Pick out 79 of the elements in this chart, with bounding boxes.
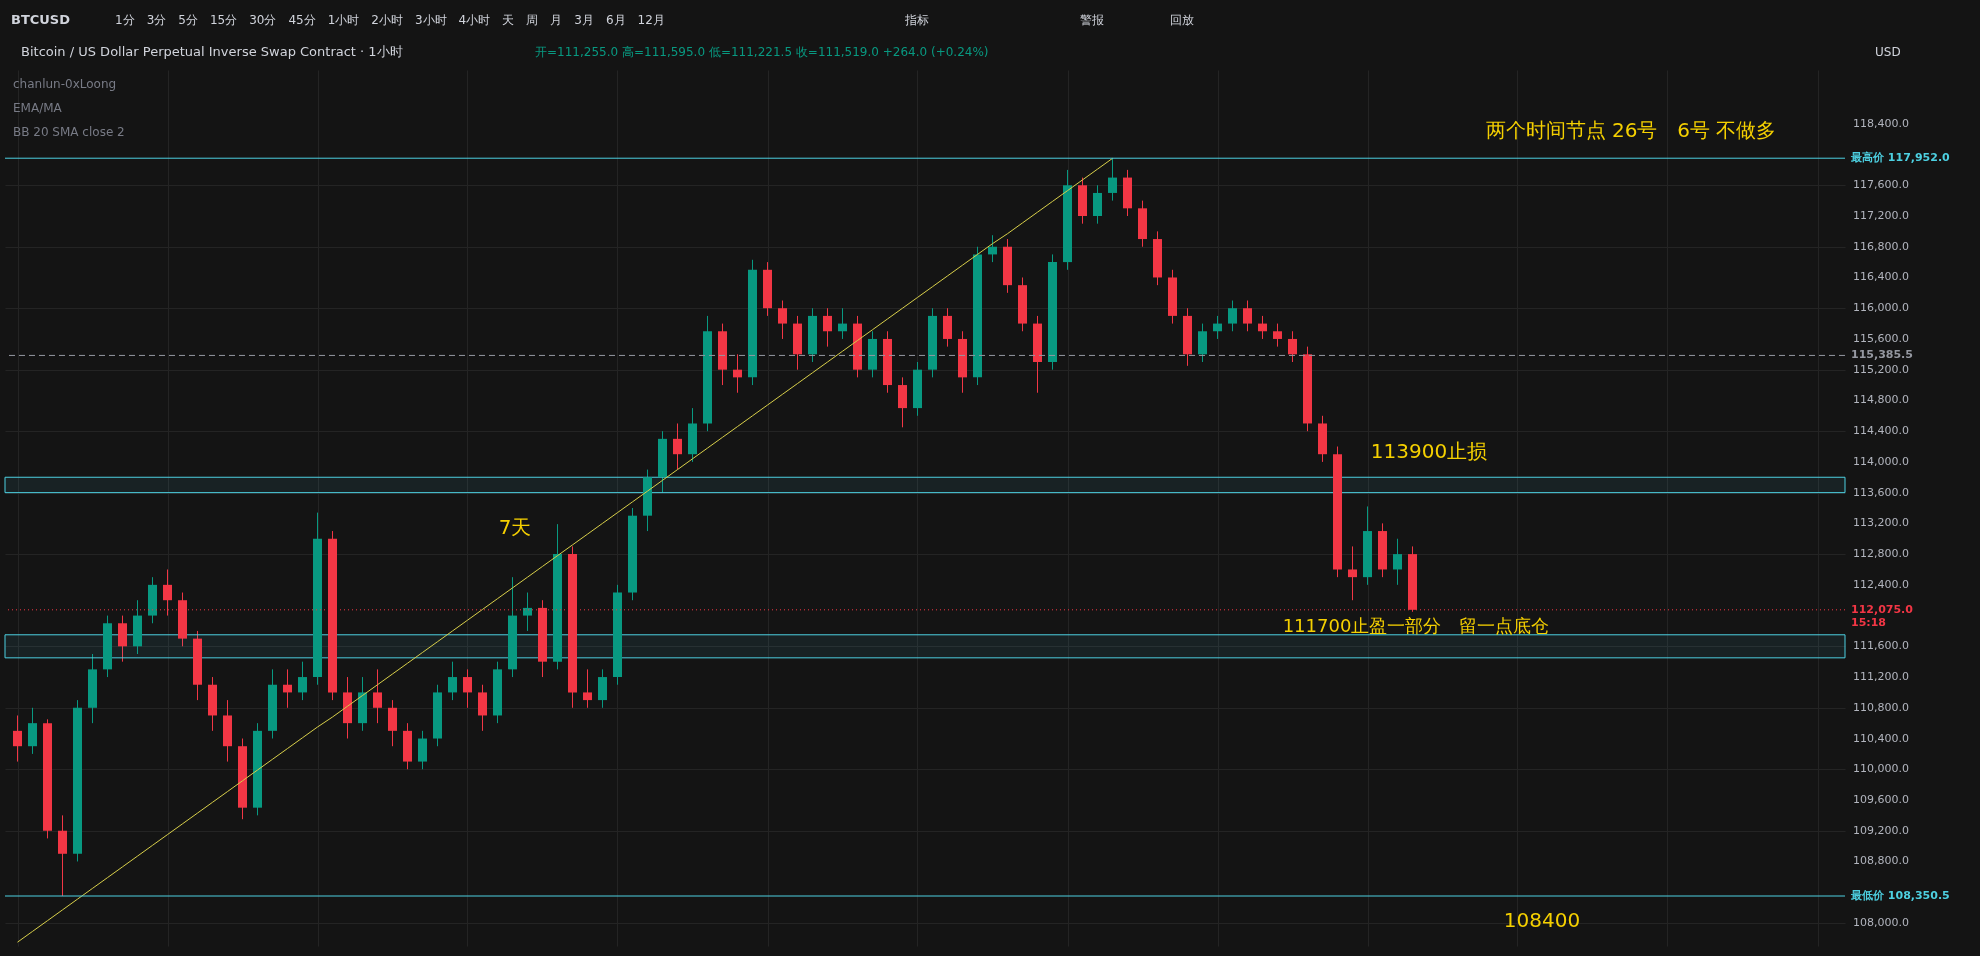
- y-tick-label: 110,000.0: [1853, 762, 1909, 776]
- candlestick: [1258, 315, 1267, 340]
- y-tick-label: 109,200.0: [1853, 823, 1909, 837]
- candlestick: [118, 615, 127, 663]
- candlestick: [283, 668, 292, 709]
- candlestick: [448, 661, 457, 701]
- y-tick-label: 108,000.0: [1853, 915, 1909, 929]
- y-tick-label: 114,800.0: [1853, 393, 1909, 407]
- candlestick: [598, 668, 607, 709]
- candlestick: [1393, 538, 1402, 586]
- y-tick-label: 116,800.0: [1853, 239, 1909, 253]
- text: 指标: [904, 13, 929, 27]
- candlestick: [1198, 323, 1207, 363]
- candlestick: [823, 307, 832, 348]
- text: 警报: [1080, 13, 1104, 27]
- annotation: 7天: [498, 515, 532, 539]
- candlestick: [373, 668, 382, 724]
- annotation: EMA/MA: [13, 101, 63, 115]
- y-tick-label: 116,000.0: [1853, 301, 1909, 315]
- y-tick-label: 113,200.0: [1853, 516, 1909, 530]
- annotation: BB 20 SMA close 2: [13, 125, 125, 139]
- y-tick-label: 116,400.0: [1853, 270, 1909, 284]
- annotation: chanlun-0xLoong: [13, 77, 117, 91]
- y-tick-label: 115,600.0: [1853, 331, 1909, 345]
- candlestick: [583, 668, 592, 709]
- annotation: 111700止盈一部分 留一点底仓: [1282, 615, 1550, 636]
- y-tick-label: 112,800.0: [1853, 547, 1909, 561]
- candlestick: [988, 234, 997, 263]
- candlestick: [1243, 300, 1252, 332]
- candlestick: [778, 300, 787, 340]
- text: 1分 3分 5分 15分 30分 45分 1小时 2小时 3小时 4小时 天 周 月 3月 6月 12月: [115, 13, 665, 27]
- text: USD: [1875, 45, 1901, 59]
- candlestick: [1093, 184, 1102, 225]
- candlestick: [478, 684, 487, 732]
- chart-title: Bitcoin / US Dollar Perpetual Inverse Swap Contract · 1小时: [21, 44, 403, 59]
- candlestick: [898, 376, 907, 428]
- y-tick-label: 113,600.0: [1853, 485, 1909, 499]
- y-tick-label: 112,400.0: [1853, 577, 1909, 591]
- candlestick: [1288, 330, 1297, 363]
- candlestick: [13, 714, 22, 763]
- y-tick-label: 110,800.0: [1853, 700, 1909, 714]
- y-tick-label: 117,600.0: [1853, 178, 1909, 192]
- y-tick-label: 109,600.0: [1853, 793, 1909, 806]
- candlestick: [418, 730, 427, 770]
- text: 回放: [1170, 13, 1194, 27]
- ref-line-label: 最高价 117,952.0: [1850, 151, 1951, 165]
- ref-line-label: 最低价 108,350.5: [1850, 889, 1950, 903]
- candlestick: [1348, 545, 1357, 601]
- y-tick-label: 118,400.0: [1853, 116, 1909, 130]
- annotation: 两个时间节点 26号 6号 不做多: [1485, 118, 1777, 142]
- candlestick: [673, 422, 682, 471]
- y-tick-label: 108,800.0: [1853, 854, 1909, 868]
- candlestick: [298, 661, 307, 701]
- candlestick: [838, 307, 847, 340]
- y-tick-label: 110,400.0: [1853, 731, 1909, 745]
- candlestick: [58, 814, 67, 897]
- y-tick-label: 115,200.0: [1853, 362, 1909, 376]
- y-tick-label: 111,200.0: [1853, 670, 1909, 684]
- y-tick-label: 111,600.0: [1853, 639, 1909, 653]
- annotation: 108400: [1503, 908, 1581, 932]
- candlestick: [943, 307, 952, 348]
- candlestick: [388, 699, 397, 747]
- candlestick: [1213, 315, 1222, 340]
- text: 开=111,255.0 高=111,595.0 低=111,221.5 收=111,519.0 +264.0 (+0.24%): [535, 45, 989, 59]
- y-tick-label: 117,200.0: [1853, 209, 1909, 222]
- line-series: [17, 157, 1113, 943]
- candlestick: [523, 592, 532, 632]
- text: BTCUSD: [11, 12, 71, 27]
- candlestick: [1273, 323, 1282, 348]
- candlestick: [733, 353, 742, 394]
- candlestick: [28, 707, 37, 755]
- candlestick: [463, 668, 472, 709]
- candlestick: [1108, 157, 1117, 202]
- candlestick: [1228, 300, 1237, 332]
- y-tick-label: 114,000.0: [1853, 454, 1909, 468]
- ref-line-label: 115,385.5: [1851, 348, 1913, 362]
- annotation: 113900止损: [1370, 439, 1488, 463]
- ref-line-label: 112,075.0 15:18: [1851, 602, 1914, 629]
- y-tick-label: 114,400.0: [1853, 424, 1909, 438]
